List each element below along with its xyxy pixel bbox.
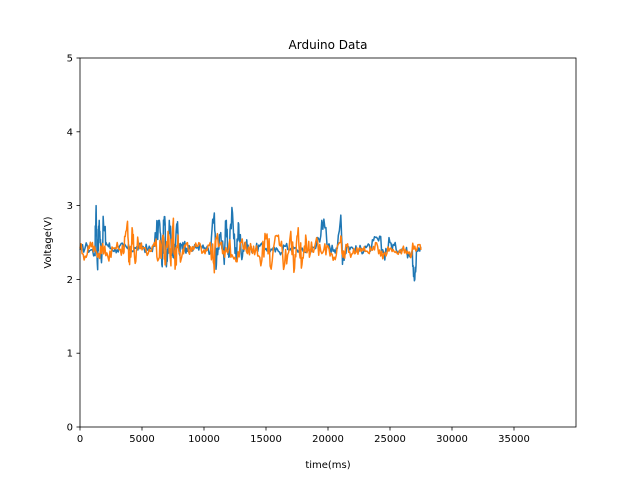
x-tick-label: 25000 [374, 434, 406, 445]
x-tick-label: 35000 [498, 434, 530, 445]
plot-area [79, 57, 577, 428]
y-tick-label: 1 [67, 349, 73, 360]
x-tick-label: 0 [77, 434, 83, 445]
x-tick-label: 15000 [250, 434, 282, 445]
y-axis-label: Voltage(V) [43, 216, 54, 268]
y-tick-label: 4 [67, 127, 73, 138]
x-axis: 0 5000 10000 15000 20000 25000 30000 35000 [77, 427, 530, 445]
series-layer [79, 204, 422, 282]
y-tick-label: 5 [67, 54, 73, 65]
chart-title: Arduino Data [289, 38, 368, 52]
y-tick-label: 3 [67, 201, 73, 212]
x-tick-label: 20000 [312, 434, 344, 445]
x-axis-label: time(ms) [305, 460, 350, 471]
y-tick-label: 0 [67, 423, 73, 434]
y-axis: 0 1 2 3 4 5 [67, 54, 80, 434]
y-tick-label: 2 [67, 275, 73, 286]
x-tick-label: 30000 [436, 434, 468, 445]
x-tick-label: 10000 [188, 434, 220, 445]
x-tick-label: 5000 [129, 434, 154, 445]
series-line-2 [79, 217, 422, 274]
